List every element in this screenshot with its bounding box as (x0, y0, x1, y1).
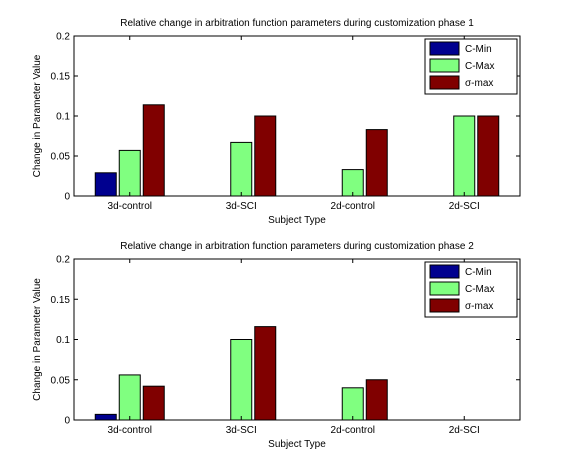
x-tick-label: 3d-SCI (226, 425, 257, 436)
chart-panel-1: 0 0.05 0.1 0.15 0.2 3d-control 3d-SCI 2d-contro… (32, 18, 521, 226)
bar-σ-max-3d-control (142, 104, 165, 197)
legend-label: C-Min (465, 44, 492, 55)
legend-label: σ-max (465, 301, 493, 312)
legend-swatch-C-Min (429, 264, 460, 279)
legend-label: C-Min (465, 267, 492, 278)
legend-swatch-C-Max (429, 58, 460, 73)
chart-title: Relative change in arbitration function … (120, 241, 474, 252)
legend-swatch-C-Max (429, 281, 460, 296)
bar-C-Max-3d-control (118, 149, 141, 197)
x-tick-label: 2d-SCI (449, 425, 480, 436)
y-tick-label: 0.15 (51, 295, 71, 306)
legend-label: C-Max (465, 61, 494, 72)
bar-C-Max-3d-SCI (230, 339, 253, 421)
x-axis-label: Subject Type (268, 439, 326, 450)
bar-C-Min-3d-control (94, 172, 117, 197)
y-tick-label: 0 (64, 192, 70, 203)
y-tick-label: 0.1 (56, 335, 70, 346)
y-tick-label: 0 (64, 416, 70, 427)
legend: C-Min C-Max σ-max (424, 261, 518, 318)
y-axis-label: Change in Parameter Value (32, 278, 43, 401)
bar-σ-max-3d-SCI (254, 326, 277, 421)
x-tick-label: 3d-SCI (226, 201, 257, 212)
y-tick-label: 0.1 (56, 112, 70, 123)
x-tick-label: 2d-control (331, 425, 375, 436)
x-tick-label: 2d-SCI (449, 201, 480, 212)
bar-σ-max-2d-control (365, 129, 388, 197)
legend: C-Min C-Max σ-max (424, 38, 518, 95)
bar-C-Max-2d-SCI (453, 115, 476, 197)
x-tick-label: 2d-control (331, 201, 375, 212)
x-tick-label: 3d-control (108, 201, 152, 212)
bar-σ-max-2d-SCI (477, 115, 500, 197)
bar-C-Min-3d-control (94, 413, 117, 421)
chart-title: Relative change in arbitration function … (120, 18, 474, 29)
y-tick-label: 0.2 (56, 32, 70, 43)
legend-label: C-Max (465, 284, 494, 295)
bar-C-Max-2d-control (341, 387, 364, 421)
x-axis-label: Subject Type (268, 215, 326, 226)
legend-swatch-C-Min (429, 41, 460, 56)
y-tick-label: 0.05 (51, 152, 71, 163)
legend-swatch-σ-max (429, 75, 460, 90)
y-tick-label: 0.05 (51, 375, 71, 386)
bar-σ-max-2d-control (365, 379, 388, 421)
legend-swatch-σ-max (429, 298, 460, 313)
bar-σ-max-3d-control (142, 385, 165, 421)
bar-σ-max-3d-SCI (254, 115, 277, 197)
y-tick-label: 0.2 (56, 255, 70, 266)
chart-panel-2: 0 0.05 0.1 0.15 0.2 3d-control 3d-SCI 2d-contro… (32, 241, 521, 450)
legend-label: σ-max (465, 78, 493, 89)
y-tick-label: 0.15 (51, 72, 71, 83)
y-axis-label: Change in Parameter Value (32, 54, 43, 177)
bar-C-Max-3d-SCI (230, 141, 253, 197)
x-tick-label: 3d-control (108, 425, 152, 436)
bar-C-Max-3d-control (118, 374, 141, 421)
